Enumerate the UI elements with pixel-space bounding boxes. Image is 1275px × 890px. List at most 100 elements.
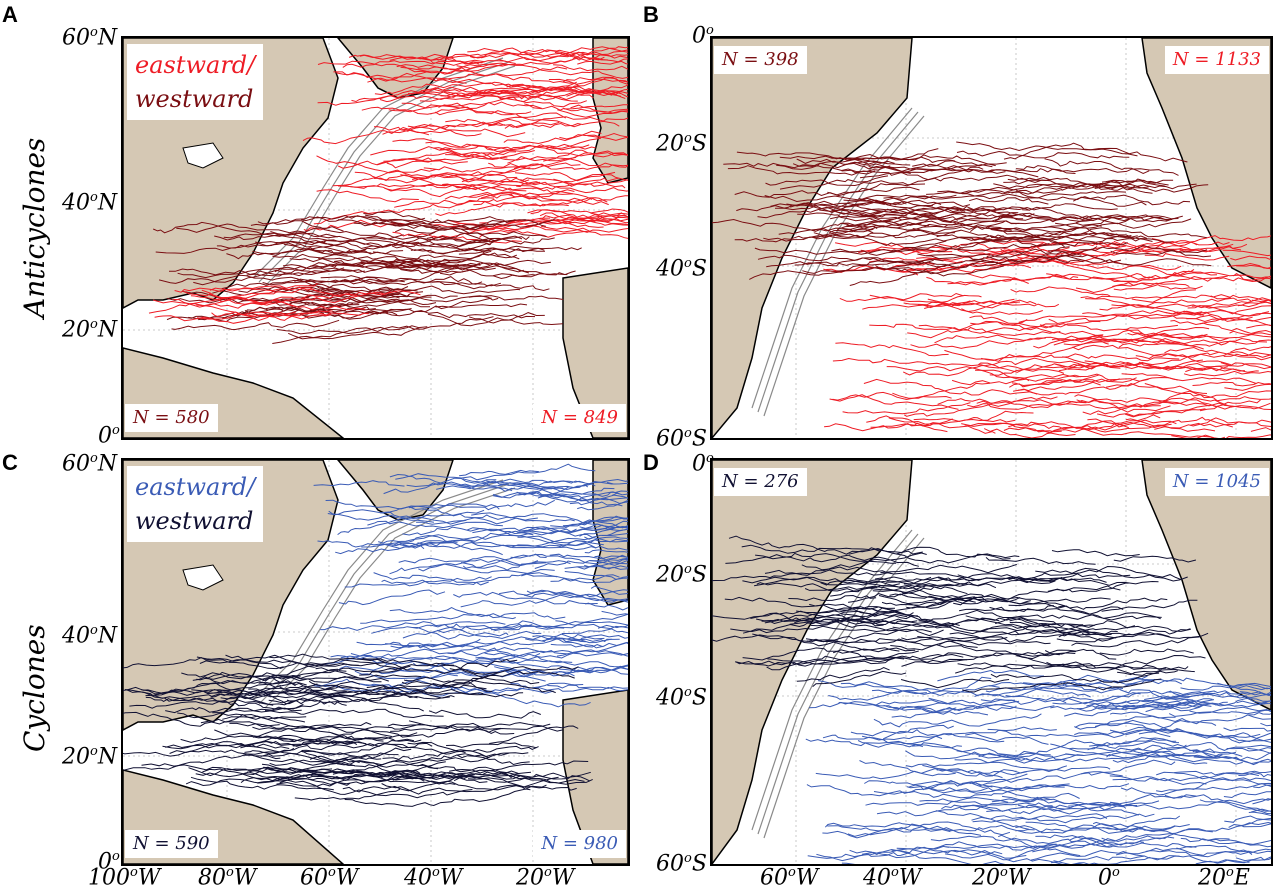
- drifter-track: [937, 396, 1058, 405]
- drifter-track: [565, 634, 628, 643]
- drifter-track: [842, 402, 971, 415]
- drifter-track: [1052, 696, 1215, 705]
- drifter-track: [437, 57, 516, 65]
- drifter-track: [325, 499, 500, 510]
- drifter-track: [287, 326, 428, 340]
- drifter-track: [1101, 599, 1198, 612]
- drifter-track: [1060, 682, 1203, 706]
- drifter-track: [1110, 250, 1212, 258]
- tick-lon-100w: 100oW: [88, 865, 161, 890]
- drifter-track: [1032, 840, 1197, 853]
- drifter-track: [360, 260, 459, 269]
- drifter-track: [1046, 661, 1189, 671]
- drifter-track: [467, 47, 608, 64]
- drifter-track: [1176, 847, 1253, 856]
- drifter-track: [327, 509, 485, 519]
- drifter-track: [289, 296, 437, 306]
- drifter-track: [442, 177, 619, 190]
- drifter-track: [754, 576, 968, 588]
- drifter-track: [371, 623, 542, 640]
- drifter-track: [827, 823, 951, 833]
- drifter-track: [516, 484, 589, 496]
- map-panel-c: eastward/ westward N = 590 N = 980: [121, 458, 630, 866]
- drifter-track: [966, 272, 1153, 283]
- drifter-track: [1051, 549, 1140, 557]
- drifter-track: [389, 219, 547, 228]
- drifter-track: [173, 290, 276, 308]
- drifter-track: [462, 478, 563, 490]
- drifter-track: [1180, 685, 1271, 695]
- drifter-track: [1139, 243, 1248, 252]
- drifter-track: [322, 237, 485, 254]
- drifter-track: [828, 676, 992, 701]
- drifter-track: [712, 218, 874, 234]
- drifter-track: [1076, 703, 1173, 712]
- drifter-track: [1144, 383, 1271, 399]
- drifter-track: [1015, 815, 1181, 834]
- bathymetry-contour: [252, 479, 504, 701]
- drifter-track: [1230, 255, 1271, 261]
- drifter-track: [272, 253, 459, 267]
- drifter-track: [481, 46, 628, 59]
- drifter-track: [242, 773, 397, 782]
- drifter-track: [566, 84, 628, 97]
- drifter-track: [1102, 825, 1176, 833]
- drifter-track: [947, 273, 1079, 286]
- count-a-eastward: N = 849: [533, 404, 626, 432]
- drifter-track: [993, 178, 1169, 189]
- drifter-track: [549, 553, 628, 565]
- drifter-track: [754, 240, 947, 255]
- drifter-track: [1038, 377, 1137, 385]
- drifter-track: [1022, 206, 1183, 222]
- drifter-track: [927, 298, 1060, 308]
- drifter-track: [1037, 234, 1148, 243]
- drifter-track: [1174, 770, 1260, 777]
- drifter-track: [124, 681, 307, 696]
- drifter-track: [420, 86, 613, 96]
- drifter-track: [383, 534, 604, 550]
- drifter-track: [820, 576, 932, 586]
- drifter-track: [712, 609, 908, 620]
- drifter-track: [1125, 359, 1203, 370]
- drifter-track: [155, 241, 367, 254]
- drifter-track: [918, 191, 1127, 200]
- drifter-track: [309, 755, 382, 762]
- drifter-track: [367, 520, 503, 529]
- drifter-track: [392, 137, 602, 153]
- drifter-track: [564, 571, 628, 580]
- drifter-track: [850, 724, 954, 737]
- drifter-track: [140, 683, 281, 696]
- drifter-track: [1224, 815, 1271, 823]
- drifter-track: [1227, 262, 1271, 270]
- drifter-track: [849, 848, 1006, 864]
- drifter-track: [412, 627, 509, 640]
- drifter-track: [796, 666, 890, 682]
- drifter-track: [810, 619, 899, 627]
- drifter-track: [279, 680, 361, 690]
- drifter-track: [486, 478, 613, 485]
- drifter-track: [579, 526, 628, 537]
- drifter-track: [1044, 158, 1150, 174]
- drifter-track: [1051, 334, 1204, 350]
- drifter-track: [735, 655, 894, 667]
- drifter-track: [985, 557, 1096, 565]
- drifter-track: [276, 777, 425, 787]
- drifter-track: [534, 652, 628, 659]
- drifter-track: [847, 824, 1035, 837]
- drifter-track: [504, 120, 620, 129]
- drifter-track: [983, 257, 1182, 271]
- drifter-track: [835, 342, 949, 357]
- drifter-track: [1222, 249, 1271, 257]
- drifter-track: [1109, 775, 1207, 786]
- drifter-track: [757, 206, 903, 221]
- drifter-track: [524, 103, 628, 114]
- count-d-eastward: N = 1045: [1164, 468, 1269, 496]
- drifter-track: [145, 682, 318, 697]
- drifter-track: [447, 646, 570, 657]
- drifter-track: [562, 76, 628, 83]
- drifter-track: [988, 168, 1076, 174]
- drifter-track: [951, 374, 1081, 386]
- drifter-track: [1154, 417, 1271, 430]
- drifter-track: [1250, 427, 1271, 432]
- drifter-track: [712, 634, 900, 652]
